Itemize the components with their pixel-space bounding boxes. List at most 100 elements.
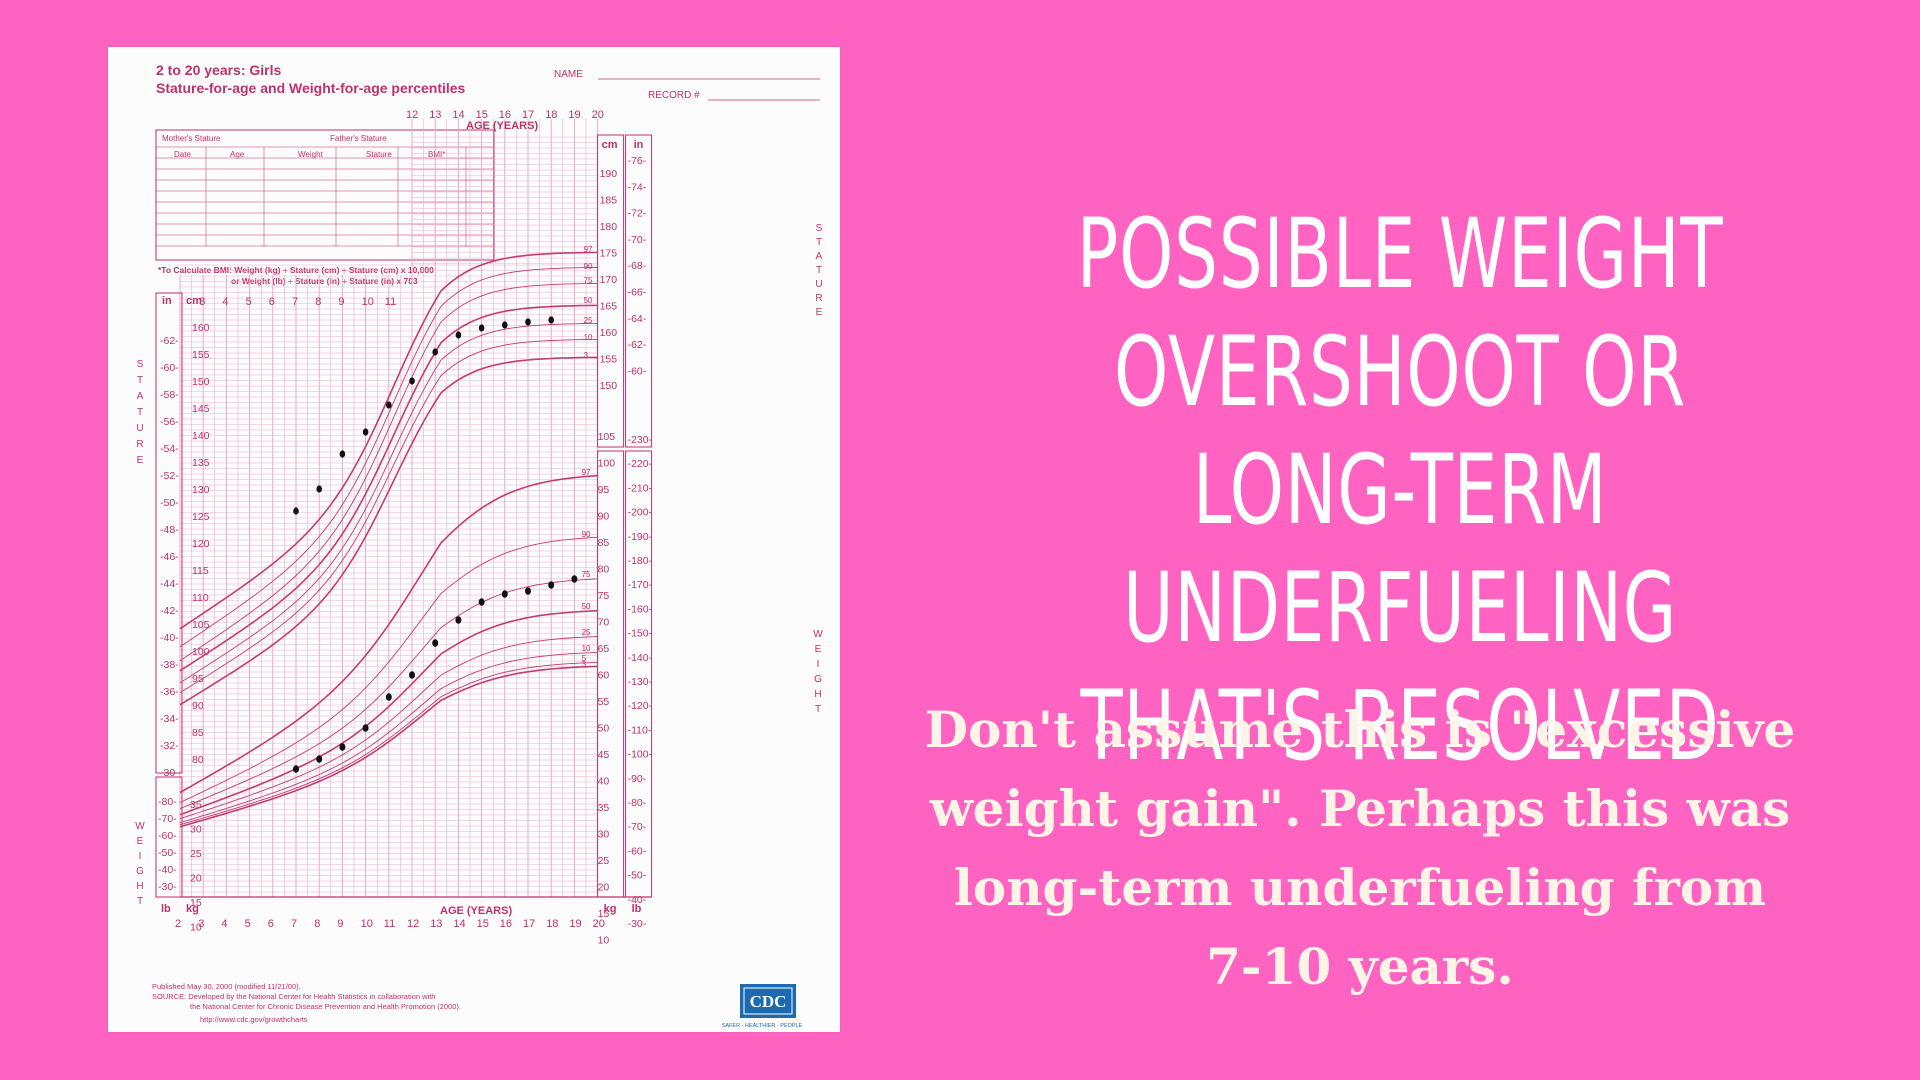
stature-cm-tick-155: 155 <box>192 349 210 361</box>
percentile-curves <box>179 251 598 828</box>
weight-curve-3 <box>179 609 598 816</box>
bottom-age-20: 20 <box>593 918 605 930</box>
weight-curve-5 <box>179 651 598 824</box>
weight-right-kg-25: 25 <box>598 855 610 867</box>
weight-point-8 <box>478 598 485 606</box>
stature-right-unit-in: in <box>634 139 644 151</box>
stature-curve-2 <box>179 282 598 662</box>
stature-curve-1 <box>179 266 598 648</box>
stature-right-cm-155: 155 <box>600 354 618 366</box>
weight-right-lb-70: -70- <box>628 821 647 833</box>
mid-age-11: 11 <box>385 296 396 308</box>
stature-unit-cm: cm <box>186 295 202 307</box>
stature-in-tick-54: -54- <box>160 443 179 455</box>
stature-curve-4 <box>179 322 598 684</box>
top-age-16: 16 <box>499 109 511 121</box>
record-table: Mother's Stature Father's Stature Date Ag… <box>155 129 495 261</box>
weight-point-5 <box>409 671 415 679</box>
weight-pct-50: 50 <box>582 602 591 611</box>
stature-cm-tick-140: 140 <box>192 430 210 442</box>
weight-right-kg-100: 100 <box>598 458 616 470</box>
bottom-age-14: 14 <box>453 918 465 930</box>
bottom-age-17: 17 <box>523 918 535 930</box>
age-label-top: AGE (YEARS) <box>466 120 538 132</box>
stature-in-tick-48: -48- <box>160 524 179 536</box>
growth-chart-graphic: 2 to 20 years: Girls Stature-for-age and… <box>135 62 823 1029</box>
weight-left-letter-3: G <box>136 866 144 877</box>
weight-pct-75: 75 <box>582 570 591 579</box>
stature-right-in-66: -66- <box>628 287 647 299</box>
weight-point-12 <box>571 575 578 583</box>
mid-age-10: 10 <box>362 296 374 308</box>
weight-pct-90: 90 <box>582 530 591 539</box>
stature-cm-tick-85: 85 <box>192 727 204 739</box>
stature-pct-97: 97 <box>584 245 593 254</box>
mid-age-4: 4 <box>222 296 228 308</box>
stature-in-tick-40: -40- <box>160 632 179 644</box>
record-header-4: BMI* <box>428 150 445 159</box>
weight-left-lb-70: -70- <box>158 813 177 825</box>
stature-left-letter-3: T <box>137 407 143 418</box>
weight-right-kg-90: 90 <box>598 511 610 523</box>
weight-right-kg-70: 70 <box>598 617 610 629</box>
weight-right-letter-5: T <box>815 704 821 715</box>
stature-right-letter-3: T <box>816 265 822 276</box>
weight-left-kg-10: 10 <box>190 922 202 934</box>
weight-pct-97: 97 <box>582 468 591 477</box>
stature-unit-in: in <box>162 295 172 307</box>
stature-right-letter-1: T <box>816 237 822 248</box>
weight-right-kg-55: 55 <box>598 696 610 708</box>
stature-left-letter-2: A <box>137 391 144 402</box>
stature-in-tick-56: -56- <box>160 416 179 428</box>
stature-curve-6 <box>179 356 598 706</box>
stature-in-tick-52: -52- <box>160 470 179 482</box>
weight-point-1 <box>316 755 323 763</box>
weight-left-letter-2: I <box>139 851 142 862</box>
stature-right-in-70: -70- <box>628 234 647 246</box>
weight-unit-kg: kg <box>186 903 199 915</box>
stature-pct-50: 50 <box>584 296 593 305</box>
weight-point-10 <box>525 587 531 595</box>
bottom-age-10: 10 <box>361 918 373 930</box>
weight-right-kg-85: 85 <box>598 537 610 549</box>
stature-cm-tick-150: 150 <box>192 376 210 388</box>
weight-right-letter-4: H <box>814 689 821 700</box>
weight-left-kg-15: 15 <box>190 897 202 909</box>
weight-left-kg-20: 20 <box>190 873 202 885</box>
mid-age-5: 5 <box>246 296 252 308</box>
stature-in-tick-50: -50- <box>160 497 179 509</box>
bottom-age-12: 12 <box>407 918 419 930</box>
bottom-age-7: 7 <box>291 918 297 930</box>
stature-right-cm-175: 175 <box>600 248 618 260</box>
footer-source-cont: the National Center for Chronic Disease … <box>190 1002 461 1011</box>
stature-pct-90: 90 <box>584 262 593 271</box>
stature-right-in-72: -72- <box>628 208 647 220</box>
weight-right-kg-65: 65 <box>598 643 610 655</box>
stature-right-in-60: -60- <box>628 365 647 377</box>
weight-pct-3: 3 <box>582 660 587 669</box>
top-age-20: 20 <box>592 109 604 121</box>
stature-in-tick-42: -42- <box>160 605 179 617</box>
weight-right-kg-60: 60 <box>598 670 610 682</box>
weight-right-lb-120: -120- <box>628 700 653 712</box>
weight-right-kg-75: 75 <box>598 590 610 602</box>
stature-in-tick-60: -60- <box>160 362 179 374</box>
weight-left-lb-40: -40- <box>158 864 177 876</box>
weight-point-11 <box>548 581 555 589</box>
weight-right-kg-105: 105 <box>598 431 616 443</box>
stature-pct-3: 3 <box>584 351 589 360</box>
cdc-logo: CDC SAFER · HEALTHIER · PEOPLE <box>722 984 803 1029</box>
subtext-message: Don't assume this is "excessive weight g… <box>924 700 1796 996</box>
bottom-age-18: 18 <box>546 918 558 930</box>
weight-right-unit-lb: lb <box>632 903 642 915</box>
record-header-3: Stature <box>366 150 392 159</box>
bottom-age-4: 4 <box>221 918 227 930</box>
stature-left-letter-6: E <box>137 455 144 466</box>
weight-right-kg-30: 30 <box>598 829 610 841</box>
weight-right-lb-220: -220- <box>628 458 653 470</box>
weight-pct-25: 25 <box>582 628 591 637</box>
top-age-17: 17 <box>522 109 534 121</box>
weight-left-kg-30: 30 <box>190 824 202 836</box>
bottom-age-13: 13 <box>430 918 442 930</box>
stature-point-2 <box>339 450 346 458</box>
